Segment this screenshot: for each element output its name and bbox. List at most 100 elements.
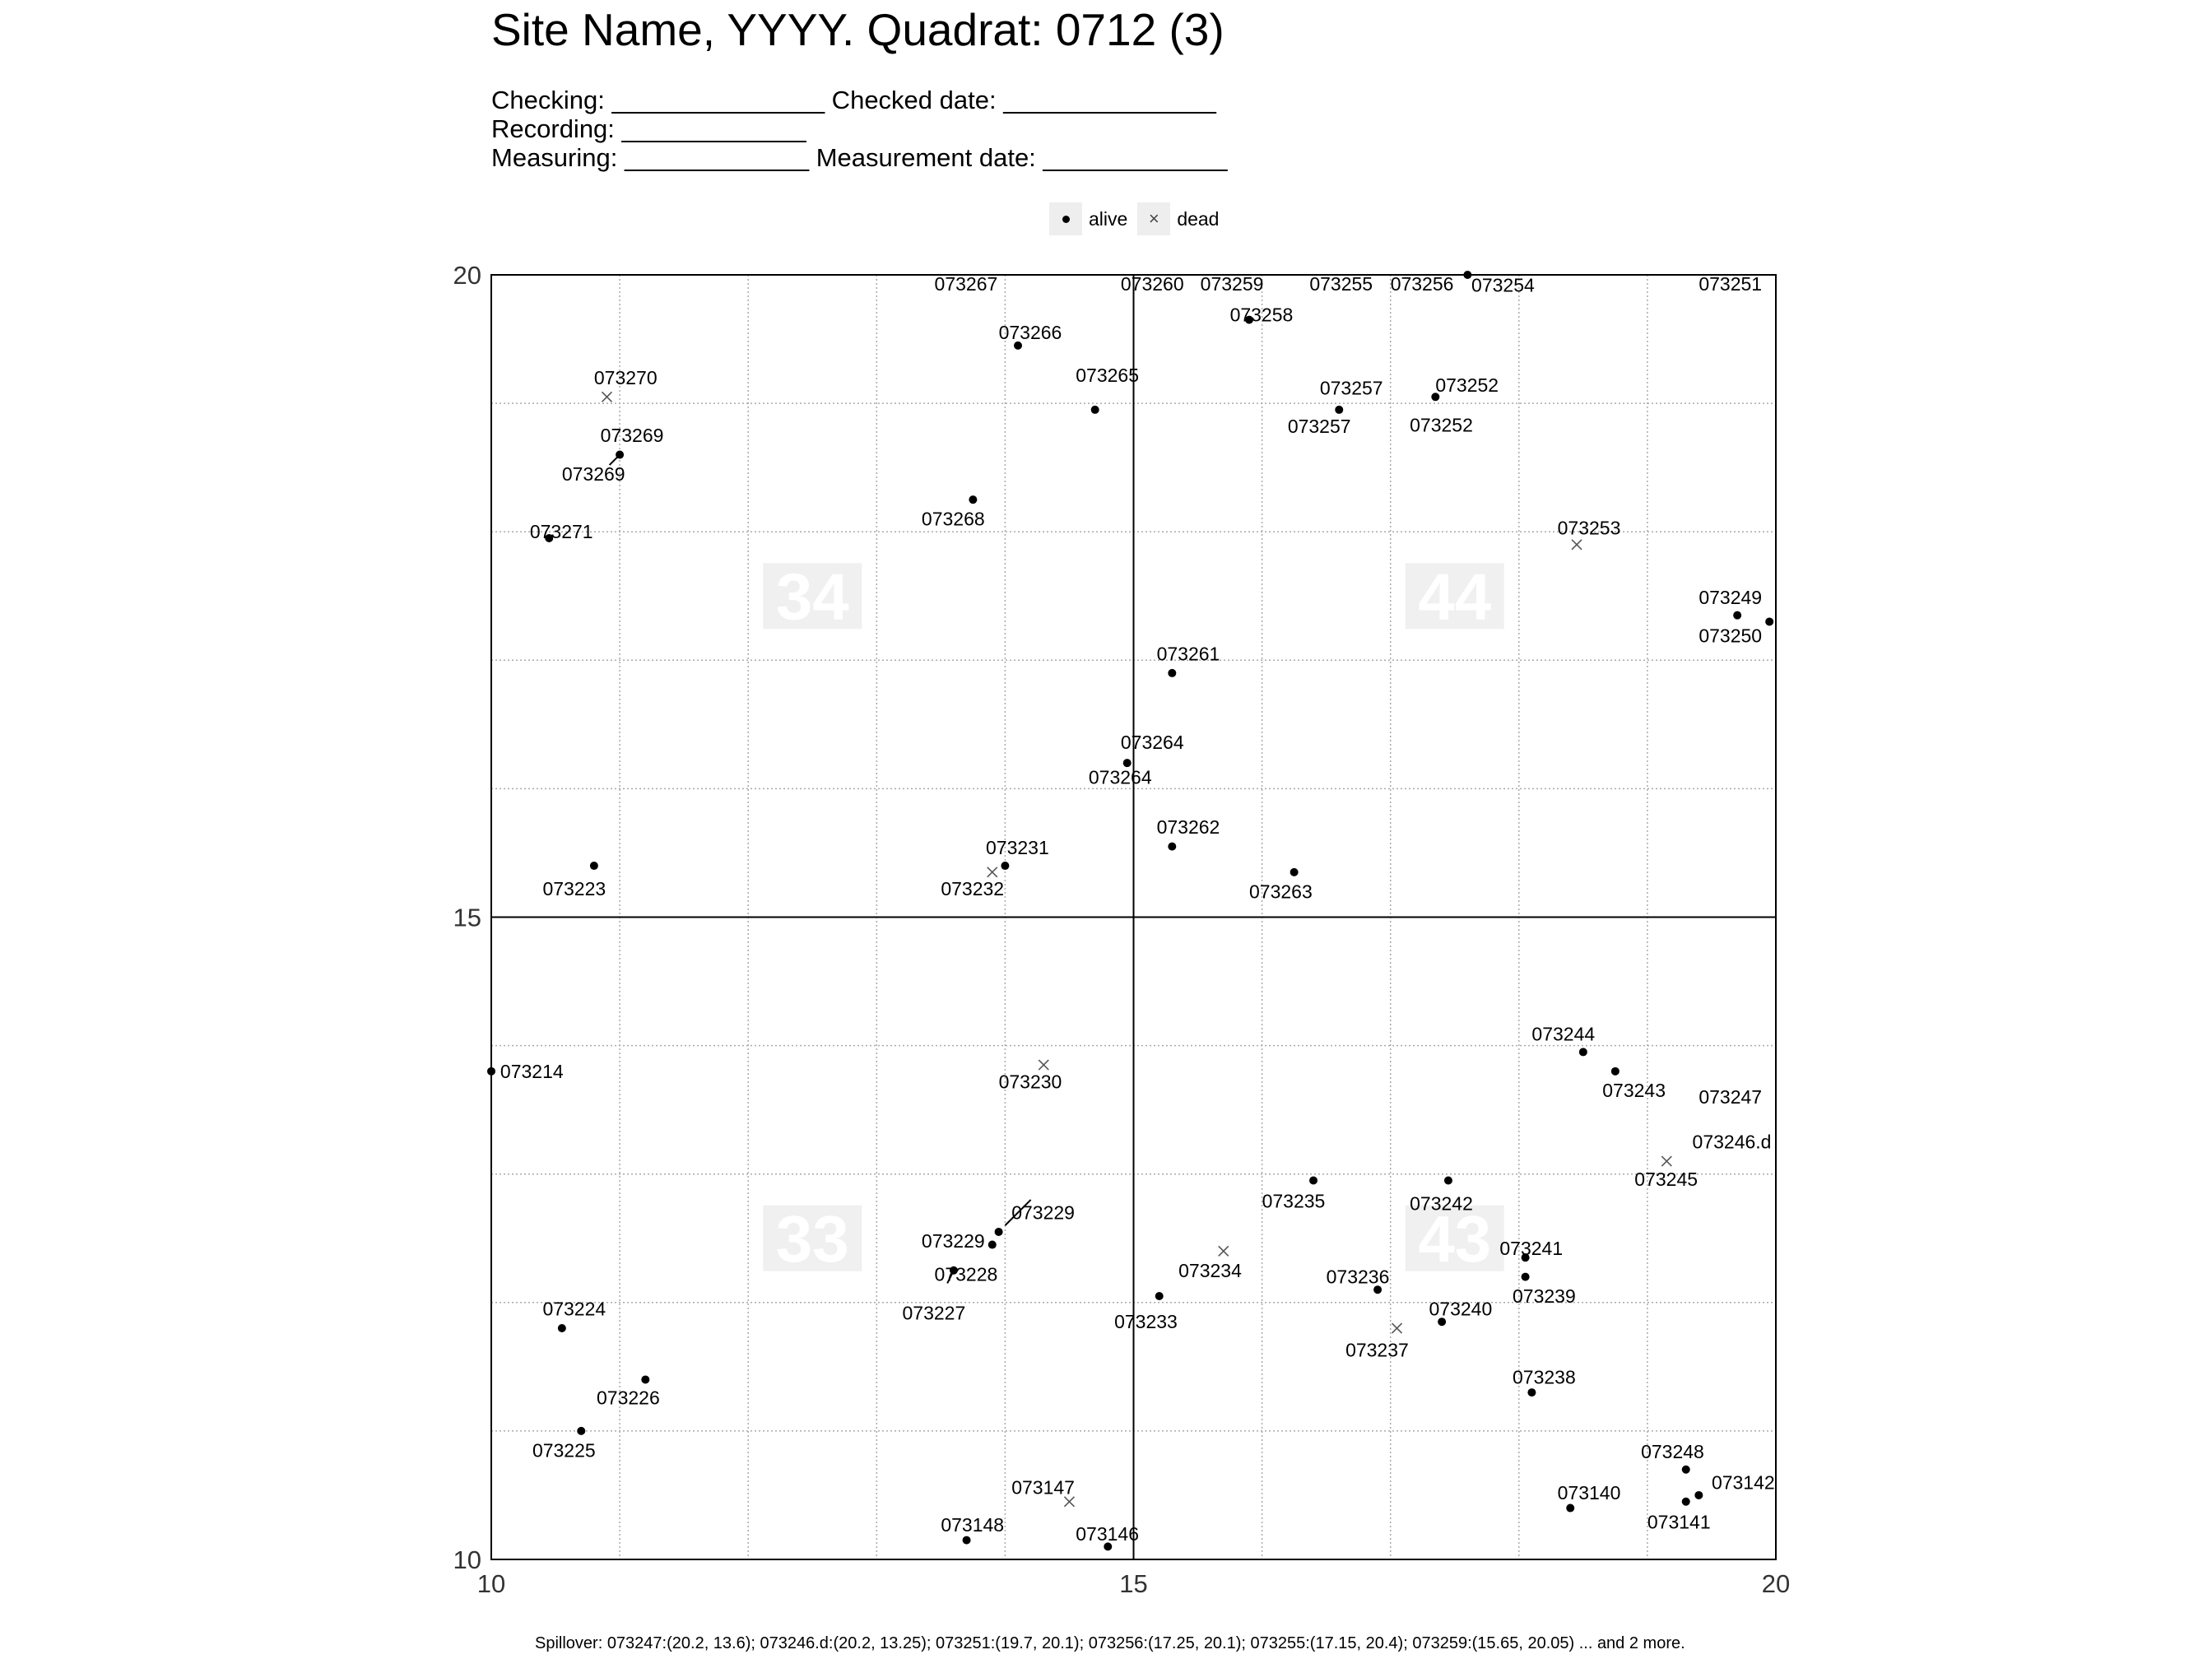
tree-alive-point: [1443, 1176, 1452, 1185]
subquadrat-label: 44: [1418, 560, 1491, 633]
tree-tag-label: 073270: [594, 367, 658, 388]
tree-alive-point: [1014, 341, 1023, 350]
tree-tag-label: 073234: [1178, 1260, 1242, 1281]
tree-tag-label: 073252: [1410, 415, 1473, 436]
tree-alive-point: [1566, 1503, 1575, 1513]
subquadrat-box: [1405, 1205, 1504, 1271]
tree-tag-label: 073258: [1230, 304, 1294, 325]
recording-line: Recording: _____________: [491, 114, 806, 143]
tree-dead-marker: [1391, 1322, 1403, 1334]
tree-tag-label: 073249: [1698, 587, 1762, 608]
tree-tag-label: 073147: [1011, 1477, 1075, 1499]
tree-tag-label: 073265: [1076, 365, 1139, 386]
tree-dead-marker: [601, 391, 613, 402]
tree-alive-point: [949, 1266, 958, 1275]
tree-tag-label: 073256: [1391, 273, 1454, 295]
tree-tag-label: 073224: [542, 1299, 606, 1320]
y-tick-label: 20: [453, 261, 481, 290]
tree-tag-label: 073262: [1157, 816, 1220, 838]
x-tick-label: 15: [1119, 1569, 1147, 1598]
tree-alive-point: [994, 1227, 1003, 1236]
legend: alive × dead: [1049, 202, 1229, 235]
tree-tag-label: 073268: [922, 509, 985, 530]
dead-legend-label: dead: [1177, 207, 1220, 230]
dead-legend-key: ×: [1137, 202, 1171, 235]
tree-tag-label: 073237: [1345, 1340, 1409, 1361]
tree-dead-marker: [1218, 1245, 1229, 1257]
tree-dead-marker: [1571, 539, 1582, 551]
tree-tag-label: 073247: [1698, 1086, 1762, 1108]
tree-tag-label: 073264: [1121, 732, 1184, 753]
tree-alive-point: [1168, 668, 1177, 677]
tree-alive-point: [641, 1375, 650, 1384]
tree-alive-point: [1290, 867, 1299, 876]
tree-alive-point: [962, 1536, 971, 1545]
tree-dead-marker: [987, 867, 998, 878]
tree-alive-point: [1527, 1388, 1536, 1397]
subquadrat-label: 43: [1418, 1202, 1491, 1276]
tree-alive-point: [1463, 271, 1472, 279]
y-tick-label: 10: [453, 1545, 481, 1574]
subquadrat-label: 34: [776, 560, 849, 633]
tree-tag-label: 073229: [1011, 1202, 1075, 1224]
tree-dead-marker: [1063, 1496, 1076, 1508]
tree-tag-label: 073248: [1641, 1441, 1704, 1462]
tree-alive-point: [1765, 617, 1774, 626]
tree-alive-point: [1438, 1317, 1447, 1327]
tree-tag-label: 073146: [1076, 1523, 1139, 1545]
tree-tag-label: 073255: [1309, 273, 1373, 295]
tree-alive-point: [1373, 1285, 1382, 1294]
tree-tag-label: 073264: [1089, 766, 1152, 788]
tree-tag-label: 073228: [935, 1263, 998, 1285]
tree-tag-label: 073225: [532, 1439, 596, 1461]
tree-tag-label: 073260: [1121, 273, 1184, 295]
leader-line: [1004, 1199, 1032, 1226]
tree-alive-point: [1694, 1490, 1703, 1499]
tree-tag-label: 073261: [1157, 643, 1220, 664]
tree-tag-label: 073251: [1698, 273, 1762, 295]
tree-tag-label: 073233: [1114, 1311, 1178, 1332]
tree-tag-label: 073271: [530, 521, 593, 542]
spillover-note: Spillover: 073247:(20.2, 13.6); 073246.d…: [535, 1634, 1685, 1652]
tree-alive-point: [1681, 1497, 1690, 1506]
tree-tag-label: 073229: [922, 1230, 985, 1252]
tree-alive-point: [1431, 393, 1440, 402]
tree-alive-point: [1521, 1272, 1530, 1281]
tree-alive-point: [1104, 1542, 1113, 1551]
tree-tag-label: 073257: [1288, 416, 1351, 437]
tree-tag-label: 073240: [1429, 1299, 1493, 1320]
tree-tag-label: 073232: [941, 878, 1004, 899]
tree-alive-point: [616, 450, 625, 459]
tree-tag-label: 073269: [562, 463, 625, 485]
dead-cross-icon: ×: [1148, 208, 1159, 229]
tree-alive-point: [988, 1240, 997, 1249]
subquadrat-label: 33: [776, 1202, 849, 1276]
tree-alive-point: [1521, 1253, 1530, 1262]
tree-tag-label: 073227: [903, 1302, 966, 1323]
tree-alive-point: [1309, 1176, 1318, 1185]
tree-alive-point: [1578, 1048, 1587, 1057]
page-title: Site Name, YYYY. Quadrat: 0712 (3): [491, 4, 1224, 55]
tree-dead-marker: [1661, 1155, 1672, 1167]
measuring-line: Measuring: _____________ Measurement dat…: [491, 143, 1228, 172]
tree-tag-label: 073259: [1201, 273, 1264, 295]
tree-alive-point: [1155, 1291, 1164, 1300]
tree-tag-label: 073214: [500, 1061, 564, 1082]
plot-frame: [490, 274, 1777, 1560]
tree-tag-label: 073141: [1647, 1512, 1711, 1533]
tree-alive-point: [557, 1324, 566, 1333]
x-tick-label: 20: [1762, 1569, 1790, 1598]
tree-tag-label: 073226: [597, 1387, 660, 1408]
tree-tag-label: 073230: [999, 1071, 1062, 1092]
tree-tag-label: 073263: [1249, 881, 1313, 902]
tree-alive-point: [1001, 862, 1010, 871]
tree-tag-label: 073252: [1435, 374, 1499, 396]
alive-legend-key: [1049, 202, 1082, 235]
tree-tag-label: 073236: [1327, 1266, 1390, 1288]
alive-dot-icon: [1062, 216, 1070, 223]
tree-alive-point: [577, 1426, 586, 1435]
subquadrat-box: [1405, 563, 1504, 630]
tree-tag-label: 073245: [1634, 1169, 1698, 1190]
tree-tag-label: 073148: [941, 1514, 1004, 1536]
tree-tag-label: 073267: [935, 273, 998, 295]
